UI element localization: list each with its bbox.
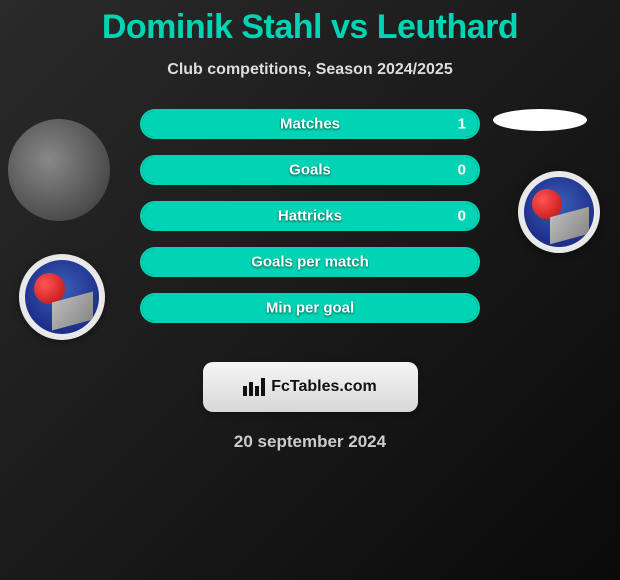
stat-row-goals: Goals 0 <box>140 155 480 185</box>
stat-label: Goals per match <box>142 254 478 271</box>
stat-row-hattricks: Hattricks 0 <box>140 201 480 231</box>
stat-value: 0 <box>458 162 466 179</box>
stat-bars: Matches 1 Goals 0 Hattricks 0 Goals per … <box>140 109 480 339</box>
stat-label: Matches <box>142 116 478 133</box>
stat-row-min-per-goal: Min per goal <box>140 293 480 323</box>
stat-value: 1 <box>458 116 466 133</box>
stat-row-goals-per-match: Goals per match <box>140 247 480 277</box>
site-badge-text: FcTables.com <box>271 378 377 396</box>
club-badge-left <box>19 254 105 340</box>
date-text: 20 september 2024 <box>0 432 620 452</box>
stat-label: Goals <box>142 162 478 179</box>
stat-row-matches: Matches 1 <box>140 109 480 139</box>
stat-label: Min per goal <box>142 300 478 317</box>
stat-value: 0 <box>458 208 466 225</box>
player-avatar-left <box>8 119 110 221</box>
site-badge[interactable]: FcTables.com <box>203 362 418 412</box>
club-badge-inner-icon <box>524 177 595 248</box>
club-badge-inner-icon <box>25 260 99 334</box>
player-avatar-right <box>493 109 587 131</box>
page-title: Dominik Stahl vs Leuthard <box>0 0 620 47</box>
page-subtitle: Club competitions, Season 2024/2025 <box>0 61 620 79</box>
barchart-icon <box>243 378 265 396</box>
stats-zone: Matches 1 Goals 0 Hattricks 0 Goals per … <box>0 109 620 344</box>
club-badge-right <box>518 171 600 253</box>
stat-label: Hattricks <box>142 208 478 225</box>
